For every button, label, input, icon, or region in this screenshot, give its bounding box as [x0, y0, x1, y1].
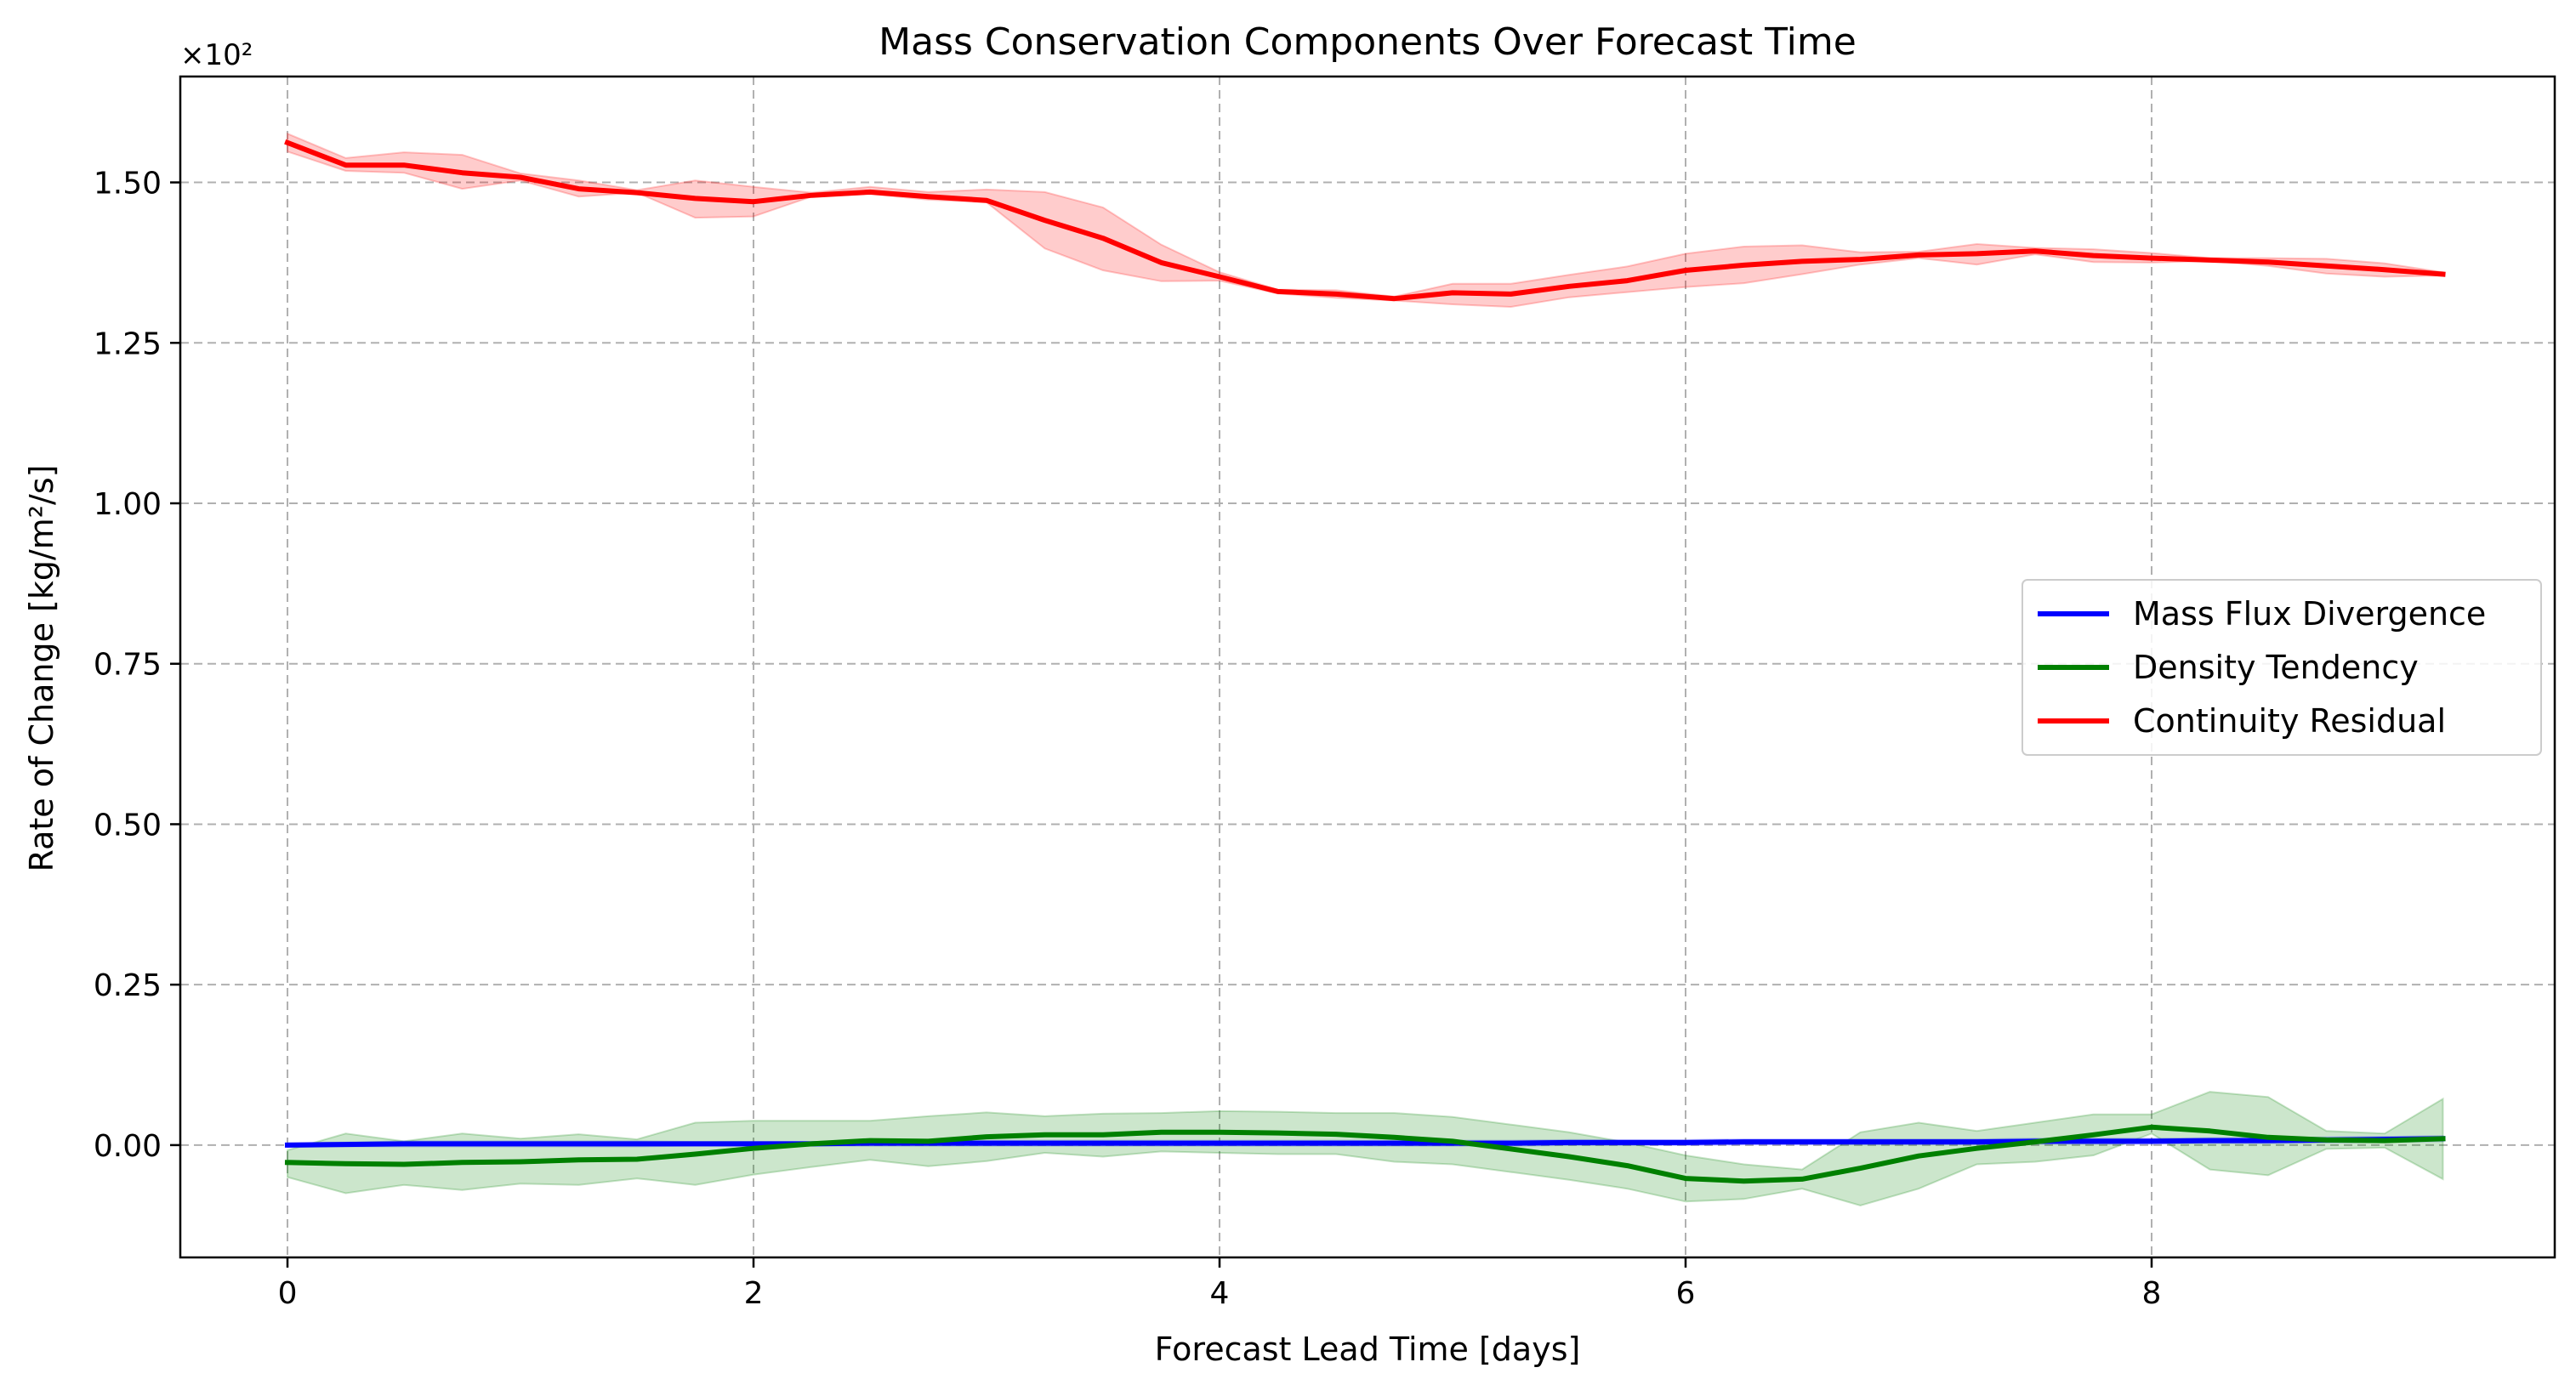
y-tick-label: 0.50	[94, 808, 162, 843]
y-tick-label: 0.75	[94, 648, 162, 683]
x-axis-label: Forecast Lead Time [days]	[1155, 1331, 1581, 1368]
x-tick-label: 4	[1210, 1276, 1230, 1311]
x-tick-label: 0	[278, 1276, 298, 1311]
density-tendency-line	[284, 1124, 2446, 1184]
legend: Mass Flux Divergence Density Tendency Co…	[2022, 579, 2542, 756]
legend-label-continuity-residual: Continuity Residual	[2133, 702, 2446, 740]
axis-ticks: 0 2 4 6 8 0.00 0.25 0.50 0.75 1.00 1.25 1.50	[94, 167, 2162, 1311]
legend-label-density-tendency: Density Tendency	[2133, 649, 2419, 686]
y-tick-label: 0.00	[94, 1129, 162, 1164]
plot-area-frame	[179, 75, 2556, 1259]
mass-flux-divergence-line	[284, 1136, 2446, 1148]
continuity-residual-line	[284, 139, 2446, 302]
series-lines	[284, 139, 2446, 1184]
x-tick-label: 8	[2142, 1276, 2162, 1311]
legend-label-mass-flux-divergence: Mass Flux Divergence	[2133, 595, 2486, 633]
x-tick-label: 2	[744, 1276, 764, 1311]
y-tick-label: 0.25	[94, 968, 162, 1003]
y-tick-label: 1.00	[94, 487, 162, 522]
y-axis-offset-label: ×10²	[180, 38, 253, 72]
y-axis-label: Rate of Change [kg/m²/s]	[23, 465, 60, 872]
grid-lines	[180, 77, 2555, 1257]
y-tick-label: 1.50	[94, 167, 162, 201]
y-tick-label: 1.25	[94, 326, 162, 361]
density-tendency-band	[287, 1091, 2444, 1206]
chart-title: Mass Conservation Components Over Foreca…	[879, 20, 1857, 64]
legend-box	[2022, 579, 2542, 756]
x-tick-label: 6	[1676, 1276, 1696, 1311]
